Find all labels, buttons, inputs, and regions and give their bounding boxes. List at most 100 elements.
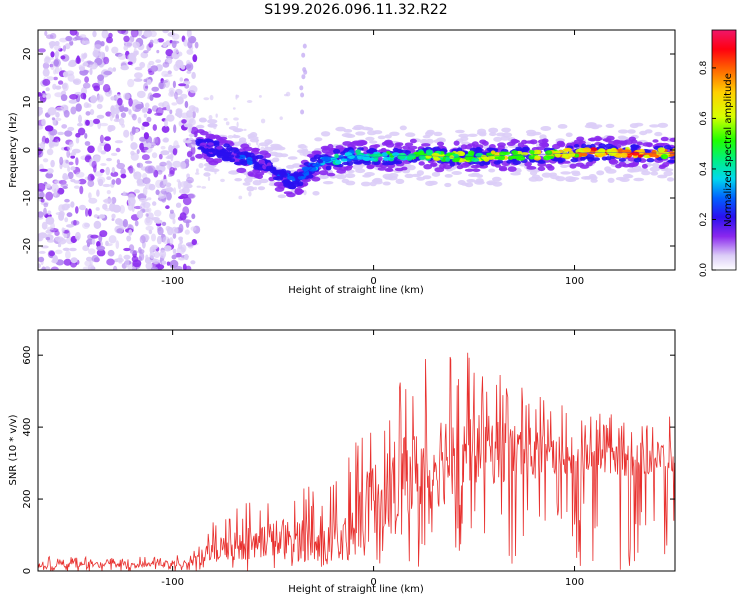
spectral-noise-blob [68,99,78,104]
spectral-noise-blob [96,114,105,119]
spectral-ridge-blob [399,125,407,131]
spectral-ridge-blob [196,124,205,129]
spectral-noise-blob [42,158,49,163]
spectral-noise-blob [99,134,104,144]
spectral-noise-blob [123,92,131,100]
y-tick-label: 0 [22,568,33,574]
spectral-noise-blob [157,226,164,236]
spectral-ridge-blob [308,166,317,172]
spectral-ridge-blob [246,186,255,192]
spectral-ridge-blob [318,170,329,176]
spectral-noise-blob [117,97,123,106]
spectral-noise-blob [45,216,55,225]
spectral-noise-blob [96,189,100,197]
spectral-ridge-blob [247,136,259,140]
spectral-ridge-blob [242,182,251,186]
spectral-noise-blob [150,266,159,270]
snr-y-label: SNR (10 * v/v) [8,414,19,485]
spectral-noise-blob [162,42,168,48]
spectral-ridge-blob [384,175,393,180]
spectral-ridge-blob [335,126,346,132]
spectral-noise-blob [235,94,238,100]
spectral-ridge-blob [406,156,413,161]
spectral-noise-blob [169,209,174,214]
spectral-noise-blob [137,117,142,124]
spectral-ridge-blob [199,142,207,147]
spectral-ridge-blob [425,138,434,145]
spectral-ridge-blob [499,165,507,171]
spectral-noise-blob [145,254,149,261]
spectral-noise-blob [41,118,46,127]
spectral-noise-blob [102,203,108,210]
spectral-noise-blob [165,187,174,193]
spectral-noise-blob [77,127,86,136]
spectral-noise-blob [157,38,165,43]
spectral-noise-blob [169,109,173,115]
spectral-noise-blob [115,177,122,185]
spectral-noise-blob [163,245,172,252]
spectral-ridge-blob [195,153,204,159]
spectral-noise-blob [143,50,149,54]
spectral-ridge-blob [444,174,453,178]
spectral-ridge-blob [251,147,259,153]
spectral-ridge-blob [511,150,519,155]
spectral-ridge-blob [287,175,295,181]
spectral-ridge-blob [373,180,383,185]
spectral-ridge-blob [658,165,666,169]
spectral-ridge-blob [573,144,580,148]
spectral-noise-blob [92,30,97,38]
spectral-noise-blob [60,104,69,111]
spectral-ridge-blob [586,122,597,127]
spectral-noise-blob [162,30,169,34]
spectral-noise-blob [135,104,144,109]
spectral-noise-blob [45,236,51,241]
spectral-noise-blob [238,195,243,200]
spectral-ridge-blob [196,129,205,134]
spectral-ridge-blob [666,177,675,182]
spectral-ridge-blob [426,151,434,156]
spectral-noise-blob [183,140,192,144]
spectral-ridge-blob [405,132,416,137]
spectral-noise-blob [64,198,70,203]
spectral-ridge-blob [650,171,659,176]
spectral-ridge-blob [382,181,391,186]
spectral-noise-blob [70,257,78,264]
spectral-noise-blob [40,198,45,203]
spectral-noise-blob [136,162,144,169]
spectral-noise-blob [87,248,96,255]
spectral-ridge-blob [404,142,414,147]
spectral-ridge-blob [556,142,564,147]
spectral-noise-blob [112,265,118,270]
spectral-ridge-blob [418,155,426,161]
spectral-ridge-blob [313,150,322,156]
spectral-noise-blob [162,61,170,68]
spectral-noise-blob [50,51,55,58]
spectral-noise-blob [161,221,167,226]
spectral-ridge-blob [595,137,603,141]
spectral-noise-blob [112,204,122,213]
spectral-noise-blob [178,223,184,233]
spectral-noise-blob [196,168,199,173]
spectral-noise-blob [189,85,198,94]
spectral-noise-blob [301,52,306,58]
spectral-noise-blob [186,30,192,38]
spectral-noise-blob [91,160,97,169]
spectral-ridge-blob [488,168,496,173]
spectral-ridge-blob [581,152,588,157]
spectral-noise-blob [149,251,155,259]
spectral-ridge-blob [243,146,253,152]
spectral-ridge-blob [353,161,362,165]
spectral-ridge-blob [399,149,409,154]
spectral-ridge-blob [314,148,323,152]
spectral-noise-blob [38,182,46,192]
spectral-noise-blob [153,251,161,258]
spectral-noise-blob [171,33,180,40]
spectral-noise-blob [53,69,57,75]
spectral-noise-blob [185,265,192,270]
spectral-noise-blob [111,179,116,185]
spectral-ridge-blob [617,129,629,134]
spectral-ridge-blob [381,141,388,146]
spectral-noise-blob [136,90,146,99]
spectral-ridge-blob [278,170,286,177]
